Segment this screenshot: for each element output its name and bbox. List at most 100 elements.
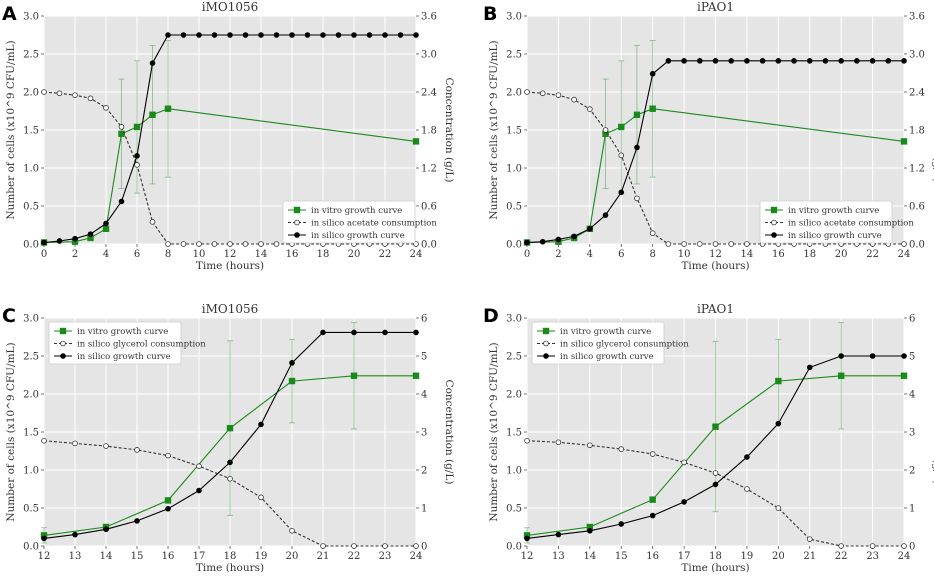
- data-point: [555, 531, 562, 538]
- data-point: [869, 58, 876, 64]
- data-point: [712, 241, 719, 247]
- data-point: [618, 152, 625, 159]
- data-point: [351, 329, 357, 336]
- data-point: [320, 543, 326, 549]
- x-tick-label: 23: [379, 551, 392, 562]
- data-point: [681, 499, 687, 505]
- x-tick-label: 14: [583, 551, 596, 562]
- y2-tick-label: 0: [909, 542, 915, 553]
- x-tick-label: 23: [866, 551, 879, 562]
- y-tick-label: 1.5: [23, 126, 39, 137]
- data-point: [728, 58, 735, 64]
- data-point: [133, 123, 141, 131]
- data-point: [118, 124, 125, 130]
- data-point: [681, 58, 687, 64]
- data-point: [134, 153, 140, 159]
- y-tick-label: 1.5: [506, 126, 522, 137]
- data-point: [649, 451, 656, 457]
- series-sub: [41, 437, 419, 549]
- y-tick-label: 3.0: [23, 12, 39, 23]
- x-tick-label: 22: [835, 551, 848, 562]
- panel-label: C: [2, 305, 16, 327]
- x-tick-label: 15: [615, 551, 628, 562]
- x-tick-label: 12: [224, 249, 237, 260]
- data-point: [681, 241, 687, 247]
- data-point: [618, 189, 625, 196]
- data-point: [397, 32, 404, 38]
- data-point: [696, 241, 703, 247]
- series-sub: [524, 89, 907, 247]
- y2-tick-label: 0: [421, 542, 427, 553]
- y-axis-label: Number of cells (x10^9 CFU/mL): [5, 40, 17, 219]
- data-point: [289, 360, 295, 366]
- data-point: [775, 377, 782, 385]
- data-point: [41, 89, 47, 95]
- y2-tick-label: 3.0: [421, 50, 437, 61]
- x-tick-label: 20: [286, 551, 299, 562]
- x-tick-label: 4: [587, 249, 593, 260]
- y-tick-label: 1.0: [506, 164, 522, 175]
- y-tick-label: 2.5: [506, 50, 522, 61]
- data-point: [134, 518, 140, 524]
- x-tick-label: 10: [678, 249, 691, 260]
- data-point: [775, 505, 782, 511]
- y-tick-label: 3.0: [506, 12, 522, 23]
- y2-tick-label: 3.6: [909, 12, 925, 23]
- y-axis-label: Number of cells (x10^9 CFU/mL): [488, 342, 500, 521]
- x-tick-label: 16: [286, 249, 299, 260]
- data-point: [366, 32, 373, 38]
- y2-tick-label: 0.0: [421, 240, 437, 251]
- data-point: [258, 421, 264, 428]
- y2-tick-label: 1: [909, 504, 915, 515]
- y-tick-label: 1.0: [23, 466, 39, 477]
- y2-tick-label: 2: [909, 466, 915, 477]
- data-point: [555, 92, 562, 98]
- x-tick-label: 18: [317, 249, 330, 260]
- y2-tick-label: 3.0: [909, 50, 925, 61]
- data-point: [649, 70, 656, 77]
- x-tick-label: 16: [646, 551, 659, 562]
- legend-entry: in silico acetate consumption: [788, 219, 914, 229]
- x-tick-label: 14: [741, 249, 754, 260]
- y-tick-label: 2.5: [23, 50, 39, 61]
- data-point: [258, 241, 264, 247]
- legend-marker: [294, 232, 300, 238]
- data-point: [602, 212, 609, 218]
- x-tick-label: 20: [348, 249, 361, 260]
- x-tick-label: 6: [618, 249, 624, 260]
- data-point: [806, 364, 813, 371]
- panel-label: D: [483, 305, 499, 327]
- x-tick-label: 17: [193, 551, 206, 562]
- data-point: [56, 238, 63, 244]
- data-point: [412, 372, 420, 379]
- data-point: [320, 329, 326, 336]
- data-point: [791, 58, 797, 64]
- x-tick-label: 24: [898, 551, 911, 562]
- y-tick-label: 2.0: [506, 88, 522, 99]
- legend-marker: [59, 327, 67, 335]
- data-point: [822, 58, 829, 64]
- data-point: [72, 235, 78, 242]
- series-sub: [524, 437, 907, 549]
- data-point: [382, 329, 388, 336]
- y-tick-label: 1.5: [23, 428, 39, 439]
- x-tick-label: 8: [649, 249, 655, 260]
- data-point: [196, 241, 202, 247]
- data-point: [602, 127, 609, 133]
- data-point: [149, 60, 156, 66]
- data-point: [775, 58, 782, 64]
- data-point: [165, 32, 171, 38]
- data-point: [618, 446, 625, 452]
- data-point: [838, 353, 844, 359]
- chart-title: iPAO1: [697, 302, 734, 316]
- data-point: [320, 32, 326, 38]
- x-tick-label: 21: [317, 551, 330, 562]
- legend-marker: [60, 340, 66, 347]
- data-point: [258, 494, 264, 501]
- data-point: [258, 32, 264, 38]
- x-axis-label: Time (hours): [196, 260, 264, 272]
- data-point: [211, 32, 218, 38]
- x-tick-label: 10: [193, 249, 206, 260]
- data-point: [211, 241, 218, 247]
